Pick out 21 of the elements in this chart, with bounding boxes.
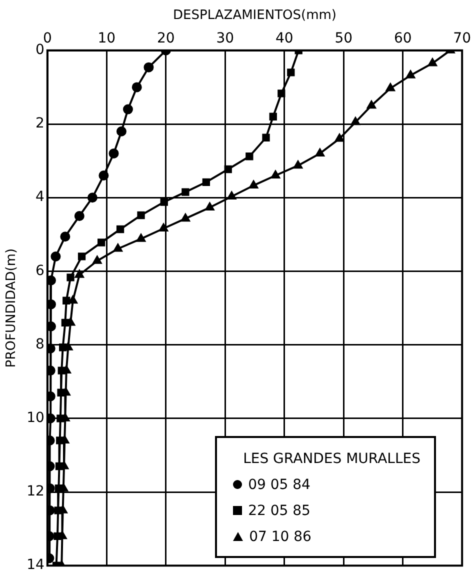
y-tick-label: 12: [26, 484, 44, 500]
x-tick-label: 20: [156, 30, 175, 47]
y-tick-label: 10: [26, 410, 44, 426]
y-tick-label: 0: [35, 42, 44, 58]
legend-label: 09 05 84: [248, 476, 310, 493]
x-tick-label: 70: [453, 30, 472, 47]
x-tick-label: 40: [275, 30, 294, 47]
x-tick-label: 30: [216, 30, 234, 47]
y-tick-label: 14: [26, 557, 44, 574]
x-axis-title: DESPLAZAMIENTOS(mm): [173, 8, 336, 24]
x-tick-label: 50: [334, 30, 353, 47]
x-tick-label: 60: [394, 30, 412, 47]
legend-label: 07 10 86: [249, 528, 312, 545]
y-tick-label: 6: [35, 262, 44, 279]
legend-label: 22 05 85: [248, 502, 310, 519]
y-tick-label: 2: [35, 116, 44, 132]
legend-title: LES GRANDES MURALLES: [242, 450, 420, 469]
y-tick-label: 4: [35, 189, 44, 206]
x-tick-label: 10: [98, 30, 116, 47]
y-axis-title: PROFUNDIDAD(m): [4, 248, 20, 368]
y-tick-label: 8: [35, 336, 44, 352]
